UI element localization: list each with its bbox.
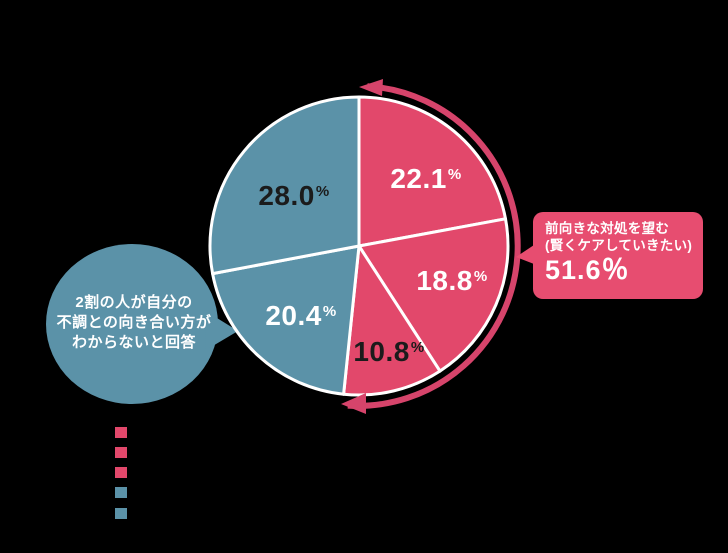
highlight-arc (347, 83, 521, 409)
pie-slice-5 (208, 95, 361, 276)
slice-label-20-4: 20.4% (265, 302, 336, 330)
bubble-line-1: 2割の人が自分の (75, 294, 193, 311)
bubble-line-3: わからないと回答 (71, 334, 196, 351)
percent-sign: % (473, 268, 488, 285)
legend-swatch-1 (115, 427, 127, 438)
callout-line-1: 前向きな対処を望む (545, 221, 670, 236)
speech-bubble-text: 2割の人が自分の 不調との向き合い方が わからないと回答 (34, 293, 234, 353)
pie (208, 95, 510, 397)
slice-value: 18.8 (416, 265, 473, 296)
percent-sign: % (322, 303, 337, 320)
slice-label-28-0: 28.0% (258, 182, 329, 210)
pie-slice-4 (211, 244, 361, 396)
arc-arrowhead-top-icon (359, 79, 383, 96)
pie-slice-1 (357, 95, 507, 248)
slice-label-10-8: 10.8% (353, 338, 424, 366)
callout-box: 前向きな対処を望む (賢くケアしていきたい) 51.6％ (533, 212, 703, 299)
speech-bubble-tail (204, 310, 238, 350)
slice-label-18-8: 18.8% (416, 267, 487, 295)
arc-arrowhead-bottom-icon (341, 393, 366, 414)
legend-swatch-5 (115, 508, 127, 519)
pie-slice-3 (342, 244, 442, 397)
callout-line-2: (賢くケアしていきたい) (545, 238, 693, 253)
percent-sign: % (410, 339, 425, 356)
slice-value: 22.1 (390, 163, 447, 194)
legend-swatch-3 (115, 467, 127, 478)
slice-value: 20.4 (265, 300, 322, 331)
slice-label-22-1: 22.1% (390, 165, 461, 193)
percent-sign: % (447, 166, 462, 183)
speech-bubble-circle (46, 244, 218, 404)
slice-value: 28.0 (258, 180, 315, 211)
slice-value: 10.8 (353, 336, 410, 367)
bubble-line-2: 不調との向き合い方が (56, 314, 212, 331)
legend-swatch-4 (115, 487, 127, 498)
callout-tail (516, 245, 534, 264)
legend-swatch-2 (115, 447, 127, 458)
percent-sign: % (315, 183, 330, 200)
callout-value: 51.6％ (545, 255, 630, 285)
pie-slice-2 (357, 217, 510, 373)
